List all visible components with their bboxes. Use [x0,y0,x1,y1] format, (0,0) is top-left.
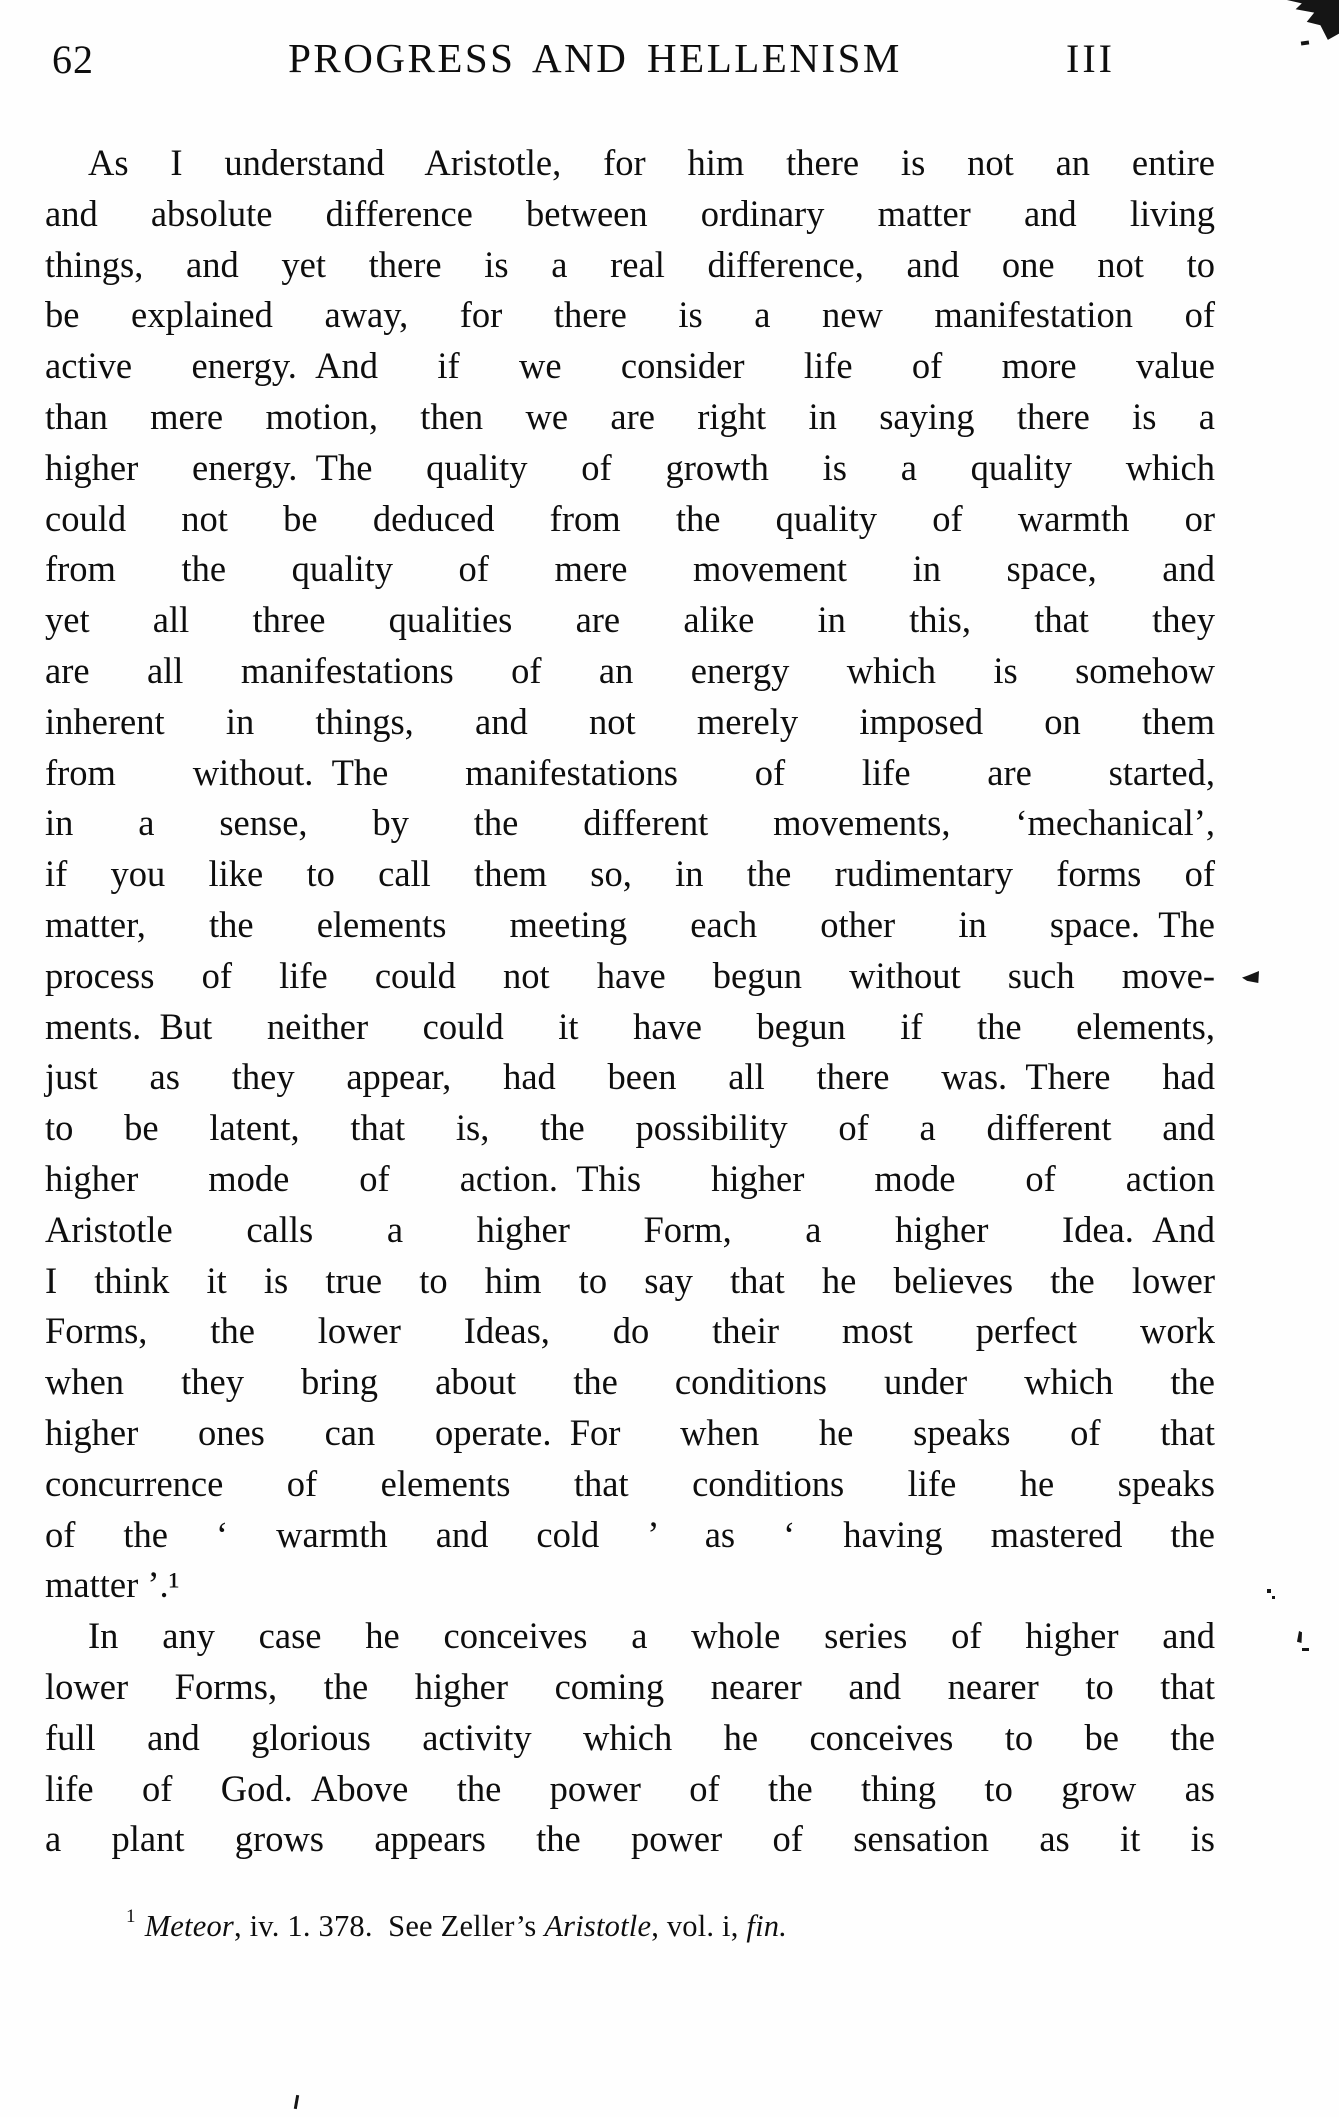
ink-blot [1242,971,1259,983]
footnote-segment: , vol. i, [651,1909,747,1943]
scan-speck [1297,1631,1302,1643]
text-line: As I understand Aristotle, for him there… [88,142,1215,183]
text-line: process of life could not have begun wit… [45,954,1215,996]
scan-smudge-corner [1286,0,1339,40]
text-line: I think it is true to him to say that he… [45,1259,1215,1301]
text-line: matter ’.¹ [45,1564,180,1606]
text-line: yet all three qualities are alike in thi… [45,599,1215,641]
text-line: in a sense, by the different movements, … [45,802,1215,844]
text-line: ments. But neither could it have begun i… [45,1005,1215,1047]
text-line: higher energy. The quality of growth is … [45,446,1215,488]
footnote-italic-segment: Aristotle [544,1909,652,1943]
scan-speck [1267,1589,1271,1593]
text-line: to be latent, that is, the possibility o… [45,1107,1215,1149]
text-line: than mere motion, then we are right in s… [45,395,1215,437]
text-line: full and glorious activity which he conc… [45,1716,1215,1758]
scan-speck [1300,40,1310,46]
text-line: if you like to call them so, in the rudi… [45,853,1215,895]
text-line: inherent in things, and not merely impos… [45,700,1215,742]
text-line: and absolute difference between ordinary… [45,192,1215,234]
scan-speck [1272,1596,1275,1599]
text-line: higher mode of action. This higher mode … [45,1157,1215,1199]
footnote-italic-segment: fin. [746,1909,788,1943]
text-line: of the ‘ warmth and cold ’ as ‘ having m… [45,1513,1215,1555]
footnote-italic-segment: Meteor [144,1909,234,1943]
text-line: life of God. Above the power of the thin… [45,1767,1215,1809]
text-line: lower Forms, the higher coming nearer an… [45,1665,1215,1707]
footnote-segment: , iv. 1. 378. See Zeller’s [233,1909,545,1943]
text-line: things, and yet there is a real differen… [45,243,1215,285]
chapter-numeral: III [1066,36,1115,81]
footnote: 1 Meteor, iv. 1. 378. See Zeller’s Aristo… [126,1906,787,1944]
text-line: Aristotle calls a higher Form, a higher … [45,1208,1215,1250]
body-text: As I understand Aristotle, for him there… [45,138,1215,1865]
scan-speck [293,2094,300,2110]
running-title: PROGRESS AND HELLENISM [288,35,902,81]
text-line: from the quality of mere movement in spa… [45,548,1215,590]
text-line: just as they appear, had been all there … [45,1056,1215,1098]
text-line: concurrence of elements that conditions … [45,1462,1215,1504]
footnote-text: Meteor, iv. 1. 378. See Zeller’s Aristot… [145,1909,787,1943]
text-line: from without. The manifestations of life… [45,751,1215,793]
page-number: 62 [52,37,94,82]
text-line: In any case he conceives a whole series … [88,1615,1215,1657]
text-line: matter, the elements meeting each other … [45,903,1215,945]
footnote-marker: 1 [126,1906,136,1927]
text-line: Forms, the lower Ideas, do their most pe… [45,1310,1215,1352]
text-line: are all manifestations of an energy whic… [45,649,1215,691]
text-line: when they bring about the conditions und… [45,1361,1215,1403]
text-line: a plant grows appears the power of sensa… [45,1818,1215,1860]
scan-speck [1302,1648,1309,1651]
text-line: active energy. And if we consider life o… [45,345,1215,387]
text-line: could not be deduced from the quality of… [45,497,1215,539]
text-line: higher ones can operate. For when he spe… [45,1411,1215,1453]
text-line: be explained away, for there is a new ma… [45,294,1215,336]
